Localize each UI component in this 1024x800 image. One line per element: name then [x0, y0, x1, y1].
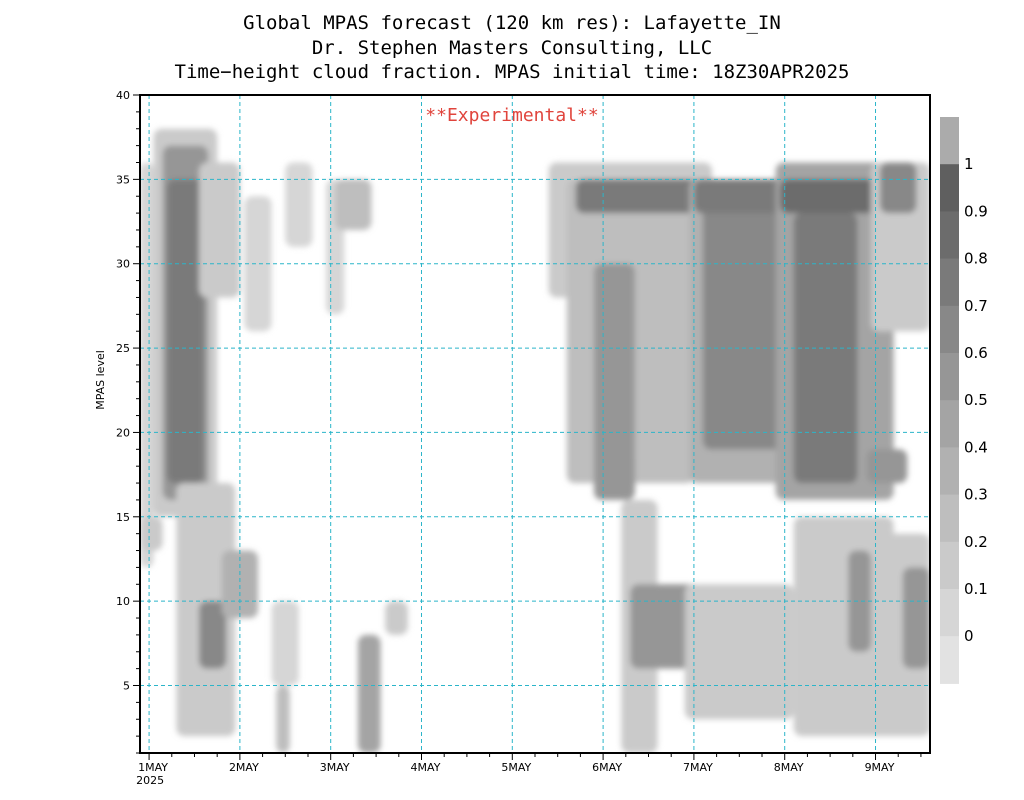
cloud-region [575, 179, 722, 214]
cloud-region [684, 584, 794, 720]
y-tick-label: 25 [116, 342, 130, 355]
cloud-region [271, 601, 299, 686]
x-tick-sublabel: 2025 [136, 774, 164, 787]
y-tick-label: 5 [123, 680, 130, 693]
colorbar-swatch [940, 494, 959, 543]
y-tick-label: 10 [116, 595, 130, 608]
x-tick-label: 4MAY [411, 761, 441, 774]
cloud-region [793, 516, 894, 737]
x-tick-label: 6MAY [592, 761, 622, 774]
cloud-region [199, 601, 227, 669]
cloud-region [199, 162, 240, 298]
colorbar-swatch [940, 164, 959, 212]
cloud-region [848, 550, 871, 652]
cloud-region [902, 567, 930, 669]
cloud-region [880, 162, 917, 214]
y-tick-label: 15 [116, 511, 130, 524]
cloud-region [385, 601, 408, 635]
x-tick-label: 7MAY [683, 761, 713, 774]
grid-lines [140, 95, 930, 753]
colorbar-swatch [940, 589, 959, 637]
cloud-region [244, 196, 272, 332]
cloud-region [702, 196, 785, 450]
cloud-region [866, 449, 908, 484]
cloud-region [167, 179, 204, 484]
y-tick-label: 20 [116, 426, 130, 439]
colorbar-label: 0 [964, 627, 974, 645]
cloud-region [140, 516, 163, 551]
colorbar-swatch [940, 117, 959, 165]
cloud-fraction-field [140, 128, 930, 753]
colorbar-swatch [940, 541, 959, 590]
x-tick-label: 3MAY [320, 761, 350, 774]
cloud-region [335, 179, 372, 230]
colorbar-swatch [940, 400, 959, 448]
colorbar-label: 0.1 [964, 580, 988, 598]
colorbar-label: 0.3 [964, 486, 988, 504]
colorbar-label: 0.6 [964, 344, 988, 362]
colorbar-label: 0.9 [964, 202, 988, 220]
y-tick-label: 40 [116, 89, 130, 102]
x-tick-label: 1MAY [138, 761, 168, 774]
colorbar-swatch [940, 211, 959, 260]
y-tick-label: 30 [116, 258, 130, 271]
cloud-region [793, 213, 858, 484]
cloud-region [285, 162, 313, 247]
colorbar-swatch [940, 636, 959, 684]
cloud-region [276, 685, 290, 753]
cloud-region [780, 179, 876, 214]
colorbar-swatch [940, 447, 959, 496]
experimental-annotation: **Experimental** [425, 105, 598, 126]
y-axis-label: MPAS level [94, 350, 107, 410]
x-tick-label: 2MAY [229, 761, 259, 774]
colorbar-label: 0.2 [964, 533, 988, 551]
y-tick-label: 35 [116, 173, 130, 186]
x-tick-label: 5MAY [501, 761, 531, 774]
colorbar-label: 0.5 [964, 391, 988, 409]
cloud-region [693, 179, 803, 214]
colorbar-label: 0.7 [964, 297, 988, 315]
colorbar-swatch [940, 258, 959, 307]
colorbar-label: 0.4 [964, 438, 988, 456]
x-tick-label: 9MAY [865, 761, 895, 774]
cloud-region [140, 162, 154, 568]
x-tick-label: 8MAY [774, 761, 804, 774]
chart-credit: Dr. Stephen Masters Consulting, LLC [311, 37, 713, 59]
cloud-region [634, 196, 694, 467]
colorbar-label: 0.8 [964, 250, 988, 268]
colorbar-swatch [940, 353, 959, 401]
colorbar-swatch [940, 305, 959, 354]
chart-title: Global MPAS forecast (120 km res): Lafay… [243, 12, 781, 34]
colorbar: 0 0.1 0.2 0.3 0.4 0.5 0.6 0.7 0.8 0.9 1 [940, 117, 988, 684]
chart-subtitle: Time−height cloud fraction. MPAS initial… [174, 61, 850, 83]
colorbar-label: 1 [964, 155, 974, 173]
cloud-region [357, 634, 381, 753]
cloud-region [594, 263, 635, 500]
